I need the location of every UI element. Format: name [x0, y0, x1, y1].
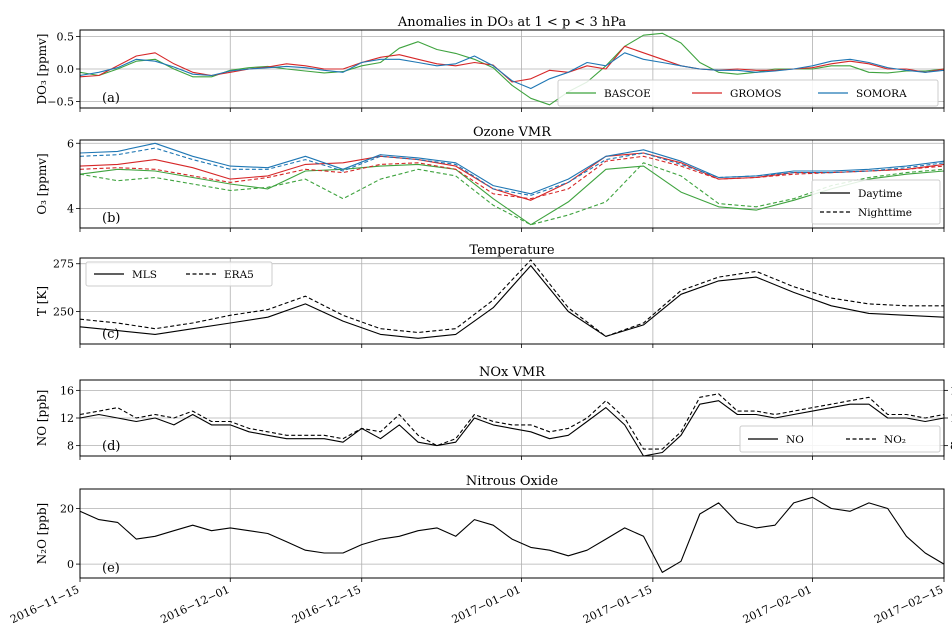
panel-4: 0 20 Nitrous Oxide N₂O [ppb] (e): [35, 474, 945, 582]
series-line-somora-day: [79, 142, 945, 195]
panel-label: (c): [102, 327, 119, 342]
y-tick-label: 8: [67, 440, 74, 453]
series-line-mls: [79, 265, 945, 339]
panel-0: −0.5 0.0 0.5 Anomalies in DO₃ at 1 < p < 3 …: [35, 15, 945, 112]
series-line-somora: [79, 52, 945, 90]
legend-label: GROMOS: [730, 88, 781, 100]
legend-label: NO: [786, 434, 804, 446]
y-tick-label: 12: [60, 412, 74, 425]
x-tick-label: 2016−12−01: [159, 583, 232, 626]
y-tick-label: 0.0: [57, 63, 75, 76]
legend: MLS ERA5: [85, 261, 273, 287]
series-line-n-o: [79, 496, 945, 573]
panel-1: 4 6 Ozone VMR O₃ [ppmv] (b) Daytime Nighttime: [35, 125, 945, 232]
y-tick-label: 275: [53, 258, 74, 271]
x-tick-label: 2017−01−15: [581, 583, 654, 626]
series-line-gromos: [79, 45, 945, 83]
y-tick-label: 250: [53, 306, 74, 319]
panel-title: Nitrous Oxide: [466, 474, 558, 489]
legend-box: [811, 179, 941, 225]
series-line-bascoe-night: [79, 162, 945, 226]
x-tick-label: 2017−02−01: [741, 583, 814, 626]
legend-box: [85, 261, 273, 287]
plot-frame: [79, 29, 945, 109]
series-line-era5: [79, 259, 944, 337]
panel-title: Ozone VMR: [473, 125, 552, 140]
x-tick-label: 2016−12−15: [290, 583, 363, 626]
x-tick-label: 2017−01−01: [450, 583, 523, 626]
legend-label: Daytime: [858, 188, 902, 200]
legend: Daytime Nighttime: [811, 179, 941, 225]
legend-box: [739, 425, 941, 453]
y-tick-label: 4: [67, 202, 74, 215]
y-right-tick-label: 8: [950, 440, 952, 453]
legend-label: NO₂: [884, 434, 906, 446]
plot-frame: [79, 257, 945, 345]
series-line-no: [79, 400, 945, 457]
panel-title: Temperature: [469, 243, 554, 258]
y-axis-label: N₂O [ppb]: [35, 503, 49, 564]
plot-frame: [79, 488, 945, 579]
y-tick-label: 0.5: [57, 31, 75, 44]
series-line-gromos-night: [79, 155, 945, 200]
panel-title: NOx VMR: [479, 365, 546, 380]
y-axis-label: O₃ [ppmv]: [35, 153, 49, 214]
plot-frame: [79, 139, 945, 229]
plot-frame: [79, 379, 945, 457]
x-tick-label: 2017−02−15: [872, 583, 945, 626]
series-line-bascoe-day: [79, 163, 945, 226]
series-line-somora-night: [79, 147, 945, 196]
legend-box: [557, 79, 939, 107]
panel-2: 250 275 Temperature T [K] (c) MLS ERA5: [35, 243, 945, 348]
legend: NO NO₂: [739, 425, 941, 453]
legend-label: ERA5: [224, 269, 254, 281]
legend-label: BASCOE: [604, 88, 651, 100]
legend: BASCOE GROMOS SOMORA: [557, 79, 939, 107]
panel-label: (d): [102, 439, 120, 454]
panel-title: Anomalies in DO₃ at 1 < p < 3 hPa: [397, 15, 627, 30]
y-axis-label: NO [ppb]: [35, 390, 49, 447]
y-right-tick-label: 16: [950, 384, 952, 397]
y-right-tick-label: 12: [950, 412, 952, 425]
legend-label: SOMORA: [856, 88, 907, 100]
y-tick-label: 20: [60, 502, 74, 515]
x-tick-label: 2016−11−15: [8, 583, 81, 626]
series-line-no-: [79, 393, 945, 450]
legend-label: MLS: [132, 269, 157, 281]
panel-label: (a): [102, 91, 120, 106]
y-axis-label: DO₃ [ppmv]: [35, 34, 49, 105]
legend-label: Nighttime: [858, 207, 912, 219]
panel-label: (b): [102, 211, 120, 226]
y-tick-label: 0: [67, 558, 74, 571]
y-tick-label: 16: [60, 384, 74, 397]
y-tick-label: −0.5: [47, 96, 74, 109]
y-axis-label: T [K]: [35, 286, 49, 316]
panel-label: (e): [102, 561, 120, 576]
y-tick-label: 6: [67, 137, 74, 150]
